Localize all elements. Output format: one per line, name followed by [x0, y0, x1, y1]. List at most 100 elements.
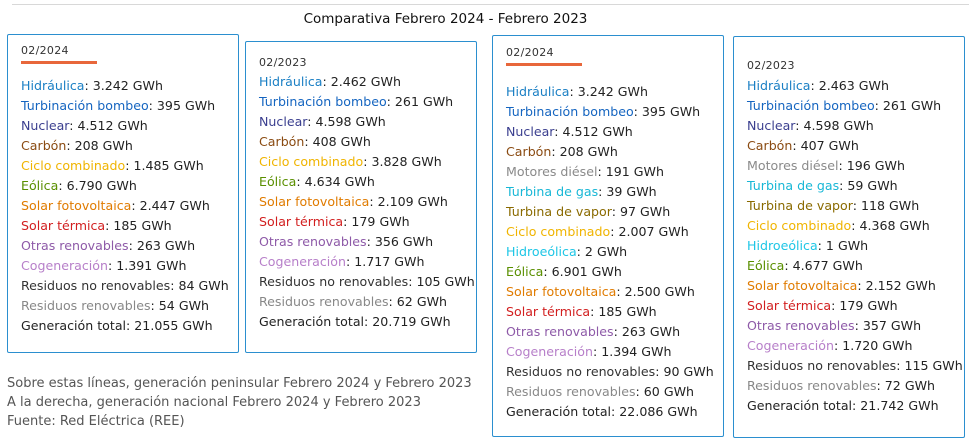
separator: :	[633, 104, 642, 119]
row-motores-diesel: Motores diésel: 191 GWh	[506, 162, 723, 182]
source-label: Turbinación bombeo	[21, 98, 149, 113]
source-label: Carbón	[747, 138, 793, 153]
separator: :	[613, 324, 622, 339]
source-value: 62 GWh	[396, 294, 448, 309]
source-label: Nuclear	[21, 118, 70, 133]
separator: :	[852, 398, 861, 413]
row-hidraulica: Hidráulica: 2.463 GWh	[747, 76, 964, 96]
separator: :	[125, 158, 134, 173]
source-value: 4.598 GWh	[315, 114, 386, 129]
source-label: Residuos no renovables	[21, 278, 171, 293]
source-label: Carbón	[259, 134, 305, 149]
source-label: Generación total	[747, 398, 853, 413]
separator: :	[107, 258, 117, 273]
row-residuos-renovables: Residuos renovables: 54 GWh	[21, 296, 238, 316]
separator: :	[148, 98, 157, 113]
row-nuclear: Nuclear: 4.512 GWh	[506, 122, 723, 142]
source-value: 105 GWh	[416, 274, 475, 289]
row-cogeneracion: Cogeneración: 1.391 GWh	[21, 256, 238, 276]
row-ciclo-combinado: Ciclo combinado: 3.828 GWh	[259, 152, 476, 172]
source-label: Residuos no renovables	[259, 274, 409, 289]
source-label: Cogeneración	[259, 254, 346, 269]
source-label: Otras renovables	[506, 324, 614, 339]
separator: :	[851, 218, 860, 233]
separator: :	[576, 244, 585, 259]
card-peninsular-2024: 02/2024 Hidráulica: 3.242 GWh Turbinación …	[7, 34, 239, 353]
source-label: Hidroeólica	[506, 244, 577, 259]
source-value: 263 GWh	[136, 238, 196, 253]
source-value: 1.485 GWh	[133, 158, 204, 173]
card-header: 02/2023	[259, 56, 476, 72]
source-label: Solar fotovoltaica	[506, 284, 617, 299]
separator: :	[126, 318, 135, 333]
row-ciclo-combinado: Ciclo combinado: 1.485 GWh	[21, 156, 238, 176]
separator: :	[364, 314, 373, 329]
separator: :	[655, 364, 664, 379]
row-hidroeolica: Hidroeólica: 1 GWh	[747, 236, 964, 256]
note-peninsular: Sobre estas líneas, generación peninsula…	[7, 376, 472, 391]
source-value: 1.391 GWh	[116, 258, 187, 273]
row-generacion-total: Generación total: 20.719 GWh	[259, 312, 476, 332]
source-value: 1.720 GWh	[842, 338, 913, 353]
card-peninsular-2023: 02/2023 Hidráulica: 2.462 GWh Turbinación …	[245, 41, 477, 353]
source-label: Ciclo combinado	[506, 224, 611, 239]
source-label: Turbinación bombeo	[747, 98, 875, 113]
row-generacion-total: Generación total: 21.055 GWh	[21, 316, 238, 336]
source-value: 263 GWh	[621, 324, 681, 339]
source-label: Turbinación bombeo	[506, 104, 634, 119]
source-value: 90 GWh	[663, 364, 714, 379]
source-value: 118 GWh	[860, 198, 920, 213]
source-label: Nuclear	[506, 124, 555, 139]
row-turbinacion-bombeo: Turbinación bombeo: 395 GWh	[506, 102, 723, 122]
row-residuos-no-renovables: Residuos no renovables: 84 GWh	[21, 276, 238, 296]
source-label: Residuos no renovables	[747, 358, 897, 373]
row-residuos-no-renovables: Residuos no renovables: 105 GWh	[259, 272, 476, 292]
row-residuos-no-renovables: Residuos no renovables: 115 GWh	[747, 356, 964, 376]
source-label: Solar térmica	[259, 214, 344, 229]
row-cogeneracion: Cogeneración: 1.720 GWh	[747, 336, 964, 356]
source-label: Solar térmica	[747, 298, 832, 313]
source-value: 115 GWh	[904, 358, 963, 373]
top-divider	[12, 4, 969, 5]
period-label: 02/2024	[21, 44, 69, 57]
source-label: Solar térmica	[506, 304, 591, 319]
separator: :	[369, 194, 378, 209]
source-label: Eólica	[747, 258, 785, 273]
source-value: 4.368 GWh	[859, 218, 930, 233]
row-residuos-renovables: Residuos renovables: 72 GWh	[747, 376, 964, 396]
card-nacional-2023: 02/2023 Hidráulica: 2.463 GWh Turbinación …	[733, 36, 965, 438]
source-value: 395 GWh	[641, 104, 701, 119]
separator: :	[852, 198, 861, 213]
source-value: 1.394 GWh	[601, 344, 672, 359]
source-value: 21.742 GWh	[860, 398, 939, 413]
separator: :	[128, 238, 137, 253]
source-label: Solar térmica	[21, 218, 106, 233]
separator: :	[84, 78, 93, 93]
separator: :	[635, 384, 644, 399]
period-label: 02/2023	[259, 56, 307, 69]
source-value: 84 GWh	[178, 278, 229, 293]
period-label: 02/2023	[747, 59, 795, 72]
source-value: 4.634 GWh	[304, 174, 375, 189]
row-residuos-no-renovables: Residuos no renovables: 90 GWh	[506, 362, 723, 382]
source-value: 54 GWh	[158, 298, 210, 313]
source-value: 2.447 GWh	[139, 198, 210, 213]
row-solar-fotovoltaica: Solar fotovoltaica: 2.447 GWh	[21, 196, 238, 216]
row-solar-fotovoltaica: Solar fotovoltaica: 2.500 GWh	[506, 282, 723, 302]
row-carbon: Carbón: 208 GWh	[21, 136, 238, 156]
source-label: Cogeneración	[747, 338, 834, 353]
source-value: 2.109 GWh	[377, 194, 448, 209]
source-label: Ciclo combinado	[259, 154, 364, 169]
source-label: Eólica	[21, 178, 59, 193]
row-nuclear: Nuclear: 4.512 GWh	[21, 116, 238, 136]
source-label: Carbón	[506, 144, 552, 159]
period-label: 02/2024	[506, 46, 554, 59]
row-otras-renovables: Otras renovables: 263 GWh	[506, 322, 723, 342]
source-value: 179 GWh	[839, 298, 898, 313]
source-label: Turbina de gas	[747, 178, 840, 193]
source-label: Hidráulica	[21, 78, 85, 93]
card-header: 02/2023	[747, 59, 964, 76]
separator: :	[598, 184, 607, 199]
note-nacional: A la derecha, generación nacional Febrer…	[7, 395, 421, 410]
source-label: Generación total	[506, 404, 612, 419]
